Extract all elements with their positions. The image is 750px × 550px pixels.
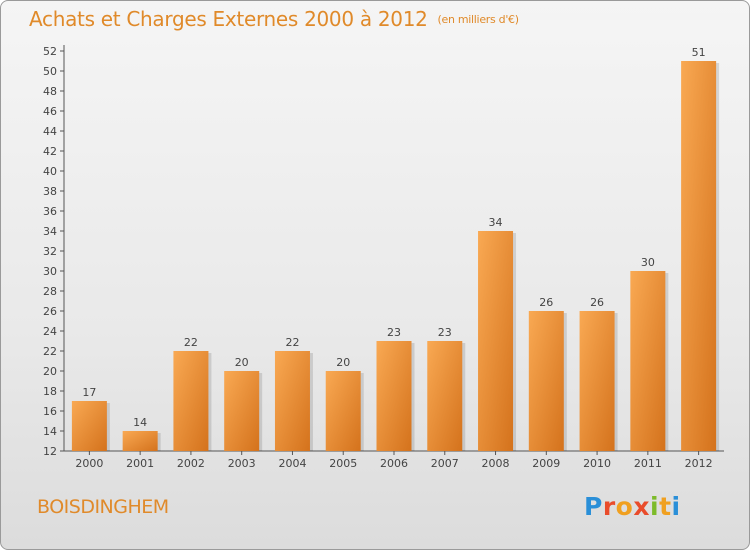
y-tick-label: 12	[43, 445, 57, 458]
value-label-2011: 30	[641, 256, 655, 269]
y-tick-label: 16	[43, 405, 57, 418]
y-tick-label: 14	[43, 425, 57, 438]
y-tick-label: 36	[43, 205, 57, 218]
value-label-2012: 51	[692, 46, 706, 59]
value-label-2001: 14	[133, 416, 147, 429]
y-tick-label: 52	[43, 45, 57, 58]
bar-2002	[173, 351, 209, 451]
bar-2005	[325, 371, 361, 451]
x-tick-label-2001: 2001	[126, 457, 154, 470]
bar-2008	[478, 231, 514, 451]
y-tick-label: 44	[43, 125, 57, 138]
y-tick-label: 40	[43, 165, 57, 178]
value-label-2007: 23	[438, 326, 452, 339]
x-tick-label-2008: 2008	[482, 457, 510, 470]
chart-unit: (en milliers d'€)	[437, 13, 519, 26]
x-tick-label-2012: 2012	[685, 457, 713, 470]
y-tick-label: 30	[43, 265, 57, 278]
chart-title-text: Achats et Charges Externes 2000 à 2012	[29, 7, 428, 31]
y-tick-label: 48	[43, 85, 57, 98]
value-label-2004: 22	[285, 336, 299, 349]
x-tick-label-2003: 2003	[228, 457, 256, 470]
bar-2011	[630, 271, 666, 451]
y-tick-label: 22	[43, 345, 57, 358]
y-tick-label: 26	[43, 305, 57, 318]
bar-2009	[528, 311, 564, 451]
x-tick-label-2000: 2000	[75, 457, 103, 470]
y-tick-label: 20	[43, 365, 57, 378]
value-label-2009: 26	[539, 296, 553, 309]
x-tick-label-2005: 2005	[329, 457, 357, 470]
chart-axes: 12 14 16 18 20 22 24 26 28 30 32 34 36 38 40 42 44 46 48 50…	[43, 45, 724, 458]
y-tick-label: 38	[43, 185, 57, 198]
y-tick-label: 32	[43, 245, 57, 258]
y-tick-label: 50	[43, 65, 57, 78]
y-tick-label: 28	[43, 285, 57, 298]
value-label-2000: 17	[82, 386, 96, 399]
y-tick-label: 34	[43, 225, 57, 238]
x-tick-label-2010: 2010	[583, 457, 611, 470]
bar-2001	[122, 431, 158, 451]
x-tick-label-2006: 2006	[380, 457, 408, 470]
proxiti-logo[interactable]: Proxiti	[584, 492, 681, 521]
bar-2004	[274, 351, 310, 451]
value-label-2008: 34	[489, 216, 503, 229]
y-tick-label: 46	[43, 105, 57, 118]
bar-2007	[427, 341, 463, 451]
x-tick-label-2009: 2009	[532, 457, 560, 470]
bar-2003	[224, 371, 260, 451]
x-tick-label-2004: 2004	[278, 457, 306, 470]
bar-2012	[681, 61, 717, 451]
x-tick-label-2002: 2002	[177, 457, 205, 470]
bar-2000	[71, 401, 107, 451]
value-label-2010: 26	[590, 296, 604, 309]
bar-2006	[376, 341, 412, 451]
bar-2010	[579, 311, 615, 451]
value-label-2006: 23	[387, 326, 401, 339]
chart-title: Achats et Charges Externes 2000 à 2012 (e…	[29, 7, 519, 31]
chart-labels: 17 2000 14 2001 22 2002 20 2003 22 2004 20 2005 23 20…	[75, 46, 712, 470]
value-label-2002: 22	[184, 336, 198, 349]
x-tick-label-2007: 2007	[431, 457, 459, 470]
y-tick-label: 18	[43, 385, 57, 398]
chart-bars	[71, 61, 720, 451]
x-tick-label-2011: 2011	[634, 457, 662, 470]
city-name: BOISDINGHEM	[37, 496, 169, 518]
value-label-2005: 20	[336, 356, 350, 369]
y-tick-label: 42	[43, 145, 57, 158]
value-label-2003: 20	[235, 356, 249, 369]
y-tick-label: 24	[43, 325, 57, 338]
